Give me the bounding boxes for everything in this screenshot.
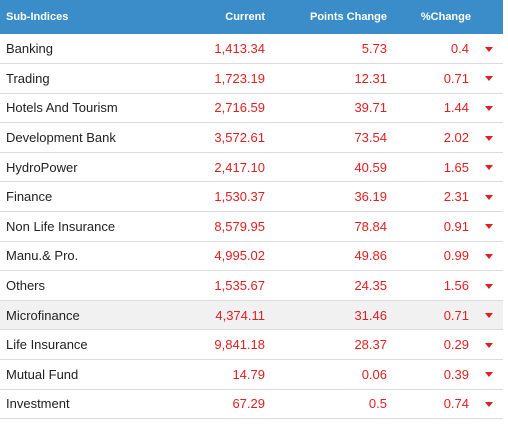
percent-change-value: 1.44 [443,100,469,116]
sub-index-name: Life Insurance [6,337,88,353]
percent-change-value: 0.99 [443,248,469,264]
current-value: 8,579.95 [214,218,265,234]
caret-down-icon [485,401,493,407]
sub-index-name: Others [6,278,46,294]
current-value: 1,413.34 [214,41,265,57]
table-row[interactable]: Development Bank 3,572.61 73.54 2.02 [0,123,503,153]
caret-down-icon [485,283,493,289]
caret-down-icon [485,76,493,82]
percent-change-value: 0.39 [443,366,469,382]
percent-change-value: 0.4 [450,41,469,57]
sub-index-name: Mutual Fund [6,366,79,382]
table-row[interactable]: Non Life Insurance 8,579.95 78.84 0.91 [0,212,503,242]
table-row[interactable]: Microfinance 4,374.11 31.46 0.71 [0,300,503,330]
percent-change-value: 0.74 [443,396,469,412]
caret-down-icon [485,165,493,171]
points-change-value: 31.46 [354,307,387,323]
sub-index-name: Non Life Insurance [6,218,116,234]
percent-change-cell: 0.71 [387,300,503,330]
sub-indices-panel: Sub-Indices Current Points Change %Chang… [0,0,503,419]
current-value: 4,995.02 [214,248,265,264]
sub-index-name: Banking [6,41,53,57]
sub-index-name: HydroPower [6,159,78,175]
percent-change-cell: 2.31 [387,182,503,212]
current-value: 4,374.11 [215,307,265,323]
percent-change-value: 1.56 [443,278,469,294]
current-value: 1,723.19 [214,70,265,86]
percent-change-cell: 0.99 [387,241,503,271]
percent-change-cell: 1.56 [387,271,503,301]
sub-index-name: Manu.& Pro. [6,248,79,264]
sub-index-name: Development Bank [6,130,116,146]
percent-change-value: 1.65 [443,159,469,175]
percent-change-cell: 0.39 [387,360,503,390]
points-change-value: 28.37 [354,337,387,353]
caret-down-icon [485,253,493,259]
current-value: 2,417.10 [214,159,265,175]
header-current[interactable]: Current [225,11,265,23]
table-row[interactable]: HydroPower 2,417.10 40.59 1.65 [0,152,503,182]
sub-index-name: Microfinance [6,307,80,323]
table-row[interactable]: Trading 1,723.19 12.31 0.71 [0,64,503,94]
caret-down-icon [485,194,493,200]
sub-index-name: Investment [6,396,70,412]
percent-change-cell: 0.29 [387,330,503,360]
percent-change-cell: 0.74 [387,389,503,419]
points-change-value: 49.86 [354,248,387,264]
header-points-change[interactable]: Points Change [309,11,387,23]
caret-down-icon [485,105,493,111]
header-percent-change[interactable]: %Change [420,11,471,23]
table-row[interactable]: Others 1,535.67 24.35 1.56 [0,271,503,301]
percent-change-value: 0.71 [443,307,469,323]
points-change-value: 78.84 [354,218,387,234]
points-change-value: 39.71 [354,100,387,116]
current-value: 9,841.18 [214,337,265,353]
percent-change-cell: 2.02 [387,123,503,153]
percent-change-cell: 1.44 [387,93,503,123]
points-change-value: 36.19 [354,189,387,205]
points-change-value: 5.73 [361,41,387,57]
points-change-value: 0.5 [368,396,387,412]
current-value: 1,530.37 [214,189,265,205]
caret-down-icon [485,224,493,230]
table-row[interactable]: Manu.& Pro. 4,995.02 49.86 0.99 [0,241,503,271]
current-value: 1,535.67 [214,278,265,294]
header-sub-indices[interactable]: Sub-Indices [6,11,69,23]
percent-change-value: 0.91 [443,218,469,234]
sub-index-name: Hotels And Tourism [6,100,118,116]
points-change-value: 12.31 [354,70,387,86]
table-row[interactable]: Hotels And Tourism 2,716.59 39.71 1.44 [0,93,503,123]
points-change-value: 0.06 [361,366,387,382]
table-row[interactable]: Mutual Fund 14.79 0.06 0.39 [0,360,503,390]
sub-index-name: Trading [6,70,50,86]
caret-down-icon [485,372,493,378]
table-header-row: Sub-Indices Current Points Change %Chang… [0,0,503,34]
percent-change-cell: 0.71 [387,64,503,94]
caret-down-icon [485,313,493,319]
current-value: 2,716.59 [214,100,265,116]
current-value: 14.79 [232,366,265,382]
caret-down-icon [485,135,493,141]
percent-change-cell: 0.91 [387,212,503,242]
caret-down-icon [485,46,493,52]
percent-change-cell: 1.65 [387,152,503,182]
points-change-value: 73.54 [354,130,387,146]
caret-down-icon [485,342,493,348]
percent-change-value: 2.31 [443,189,469,205]
percent-change-cell: 0.4 [387,34,503,64]
current-value: 67.29 [232,396,265,412]
table-row[interactable]: Banking 1,413.34 5.73 0.4 [0,34,503,64]
table-row[interactable]: Life Insurance 9,841.18 28.37 0.29 [0,330,503,360]
percent-change-value: 0.71 [443,70,469,86]
table-row[interactable]: Investment 67.29 0.5 0.74 [0,389,503,419]
sub-indices-table: Sub-Indices Current Points Change %Chang… [0,0,503,419]
points-change-value: 40.59 [354,159,387,175]
table-row[interactable]: Finance 1,530.37 36.19 2.31 [0,182,503,212]
current-value: 3,572.61 [214,130,265,146]
percent-change-value: 2.02 [443,130,469,146]
points-change-value: 24.35 [354,278,387,294]
percent-change-value: 0.29 [443,337,469,353]
sub-index-name: Finance [6,189,53,205]
